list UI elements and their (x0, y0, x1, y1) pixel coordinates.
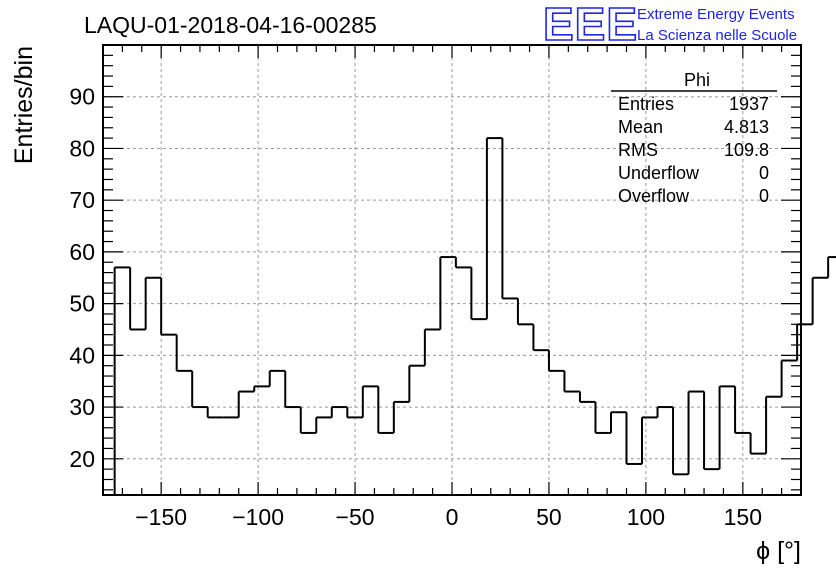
y-tick-label: 90 (69, 84, 95, 110)
x-tick-label: −100 (232, 504, 284, 530)
histogram-bin (687, 390, 705, 475)
y-tick-label: 20 (69, 446, 95, 472)
y-tick-label: 40 (69, 342, 95, 368)
stat-label-overflow: Overflow (618, 186, 690, 206)
x-tick-label: −150 (135, 504, 187, 530)
histogram-bin (672, 407, 689, 476)
histogram-bin (516, 298, 534, 326)
histogram-bin (796, 323, 813, 361)
stats-box-title: Phi (684, 70, 710, 90)
y-tick-label: 50 (69, 291, 95, 317)
histogram-bin (547, 350, 565, 372)
stat-value-entries: 1937 (729, 94, 769, 114)
stat-label-rms: RMS (618, 140, 658, 160)
histogram-bin (501, 138, 518, 300)
x-tick-label: −50 (336, 504, 375, 530)
histogram-bin (361, 385, 379, 418)
histogram-bin (423, 328, 441, 366)
stat-label-mean: Mean (618, 117, 663, 137)
histogram-bin (268, 369, 286, 387)
logo-line1: Extreme Energy Events (637, 6, 795, 23)
stat-value-underflow: 0 (759, 163, 769, 183)
histogram-bin (780, 359, 798, 397)
histogram-bin (578, 391, 596, 403)
x-axis-title: ϕ [°] (756, 537, 801, 565)
histogram-bin (439, 256, 456, 330)
histogram-bin (253, 385, 270, 392)
histogram-bin (734, 386, 751, 434)
histogram-bin (827, 256, 836, 278)
histogram-bin (594, 401, 611, 434)
histogram-layer (113, 137, 836, 495)
histogram-bin (330, 406, 348, 418)
x-tick-label: 0 (446, 504, 459, 530)
histogram-bin (765, 395, 782, 454)
histogram-bin (718, 385, 736, 470)
x-tick-label: 50 (536, 504, 562, 530)
stat-label-entries: Entries (618, 94, 674, 114)
y-tick-label: 30 (69, 394, 95, 420)
tick-labels-layer: −150 −100 −50 0 50 100 150 20 30 40 50 60 70 80 90 (69, 84, 762, 530)
histogram-bin (656, 406, 674, 418)
histogram-bin (191, 370, 208, 409)
x-tick-label: 100 (627, 504, 665, 530)
histogram-bin (563, 370, 580, 393)
histogram-bin (811, 276, 829, 325)
histogram-bin (703, 391, 720, 471)
y-tick-label: 80 (69, 135, 95, 161)
histogram-bin (470, 267, 487, 321)
histogram-bin (749, 432, 767, 455)
histogram-bin (377, 386, 394, 434)
chart-title: LAQU-01-2018-04-16-00285 (84, 12, 377, 38)
y-tick-label: 60 (69, 239, 95, 265)
histogram-bin (237, 390, 255, 418)
histogram-bin (299, 407, 317, 434)
histogram-bin (625, 412, 643, 465)
grid-layer (103, 45, 801, 495)
histogram-bin (454, 257, 472, 269)
histogram-bin (144, 276, 162, 330)
stat-label-underflow: Underflow (618, 163, 700, 183)
x-tick-label: 150 (724, 504, 762, 530)
y-axis-title: Entries/bin (10, 46, 38, 164)
histogram-bin (346, 407, 363, 419)
histogram-bin (175, 334, 193, 372)
histogram-bin (129, 267, 146, 331)
stat-value-mean: 4.813 (724, 117, 769, 137)
y-tick-label: 70 (69, 187, 95, 213)
histogram-bin (160, 277, 177, 336)
stats-box: Phi Entries 1937 Mean 4.813 RMS 109.8 Un… (611, 70, 777, 206)
stat-value-rms: 109.8 (724, 140, 769, 160)
ticks-layer (103, 44, 801, 495)
histogram-bin (408, 364, 425, 402)
histogram-bin (392, 400, 410, 433)
histogram-bin (485, 137, 503, 320)
histogram-bin (206, 407, 224, 419)
logo-line2: La Scienza nelle Scuole (637, 27, 797, 44)
plot-frame (102, 44, 802, 496)
histogram-bin (113, 266, 131, 495)
histogram-bin (532, 324, 549, 352)
eee-logo: EEE (543, 0, 638, 50)
histogram-bin (641, 416, 658, 464)
stat-value-overflow: 0 (759, 186, 769, 206)
histogram-bin (609, 411, 627, 433)
histogram-bin (315, 416, 332, 433)
histogram-bin (284, 370, 301, 409)
